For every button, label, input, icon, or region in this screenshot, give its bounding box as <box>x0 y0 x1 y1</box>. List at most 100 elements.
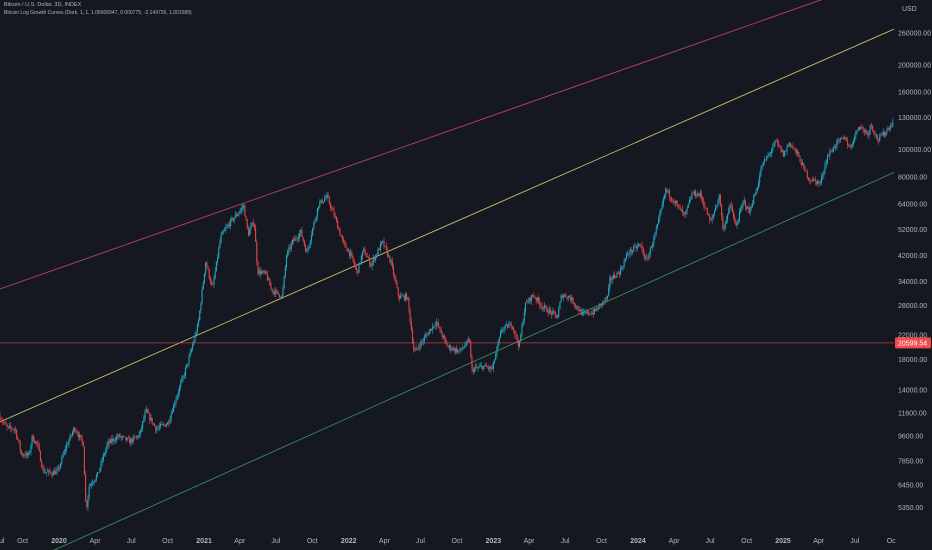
candle <box>451 347 453 352</box>
candle-body <box>647 258 649 260</box>
candle <box>675 199 677 206</box>
candle-body <box>867 132 869 136</box>
candle <box>260 269 263 275</box>
candle-body <box>139 429 141 435</box>
symbol-title[interactable]: Bitcoin / U.S. Dollar, 3D, INDEX <box>4 2 82 8</box>
candle <box>339 227 341 236</box>
candle-body <box>48 470 50 472</box>
candle <box>823 169 825 180</box>
candle-body <box>536 297 538 301</box>
candle <box>303 239 305 247</box>
candle <box>85 471 87 502</box>
middle-growth-curve <box>0 28 895 423</box>
candle-body <box>740 208 742 212</box>
candle-body <box>476 367 478 368</box>
candle-body <box>129 438 131 444</box>
candle <box>727 213 729 224</box>
candle <box>791 145 793 148</box>
candle-body <box>751 204 754 207</box>
candle <box>89 483 91 487</box>
candle-body <box>851 144 853 146</box>
candle-body <box>723 228 725 229</box>
candle-body <box>713 211 716 215</box>
candle-body <box>685 210 687 215</box>
candle-body <box>628 254 630 255</box>
candle <box>340 234 342 237</box>
candle <box>272 290 274 296</box>
candle-body <box>49 470 51 473</box>
candle-body <box>654 233 656 237</box>
candle <box>367 256 370 261</box>
candle <box>585 308 587 315</box>
candle-body <box>238 212 240 215</box>
candle <box>442 334 444 340</box>
candle <box>698 193 700 198</box>
candle-body <box>75 430 77 433</box>
candle <box>371 260 373 271</box>
candle-body <box>110 439 112 444</box>
candle-body <box>299 233 301 238</box>
candle <box>717 198 719 207</box>
candle-body <box>656 224 658 229</box>
candle-body <box>324 198 326 202</box>
candle-body <box>696 196 698 197</box>
candle-body <box>320 199 322 203</box>
candle <box>694 188 697 199</box>
candle-body <box>262 271 264 273</box>
candle-body <box>47 471 49 473</box>
candle <box>595 308 597 312</box>
candle-body <box>372 258 374 263</box>
candle-body <box>96 472 99 476</box>
indicator-title[interactable]: Bitcoin Log Growth Curves (Dark, 1, 1, 1… <box>4 10 192 16</box>
current-price-label: 20599.54 <box>898 340 927 347</box>
candle <box>470 339 472 359</box>
candle <box>711 213 713 225</box>
candle-body <box>404 294 406 300</box>
candle <box>702 195 704 205</box>
candle-body <box>715 207 717 212</box>
candle <box>304 243 307 254</box>
candle-body <box>608 287 610 296</box>
candle <box>455 344 458 355</box>
candle-body <box>71 431 74 436</box>
candle-body <box>70 435 72 436</box>
candle <box>188 353 190 368</box>
candle-body <box>98 472 100 473</box>
candle <box>10 421 12 432</box>
candle <box>284 264 286 279</box>
candle <box>722 212 724 231</box>
candle-body <box>362 250 364 257</box>
candle <box>580 308 582 316</box>
candle-body <box>167 422 169 425</box>
candle <box>33 437 36 444</box>
candle-body <box>27 453 30 456</box>
candle <box>872 125 874 133</box>
candle-body <box>441 333 443 337</box>
candle-body <box>735 222 737 226</box>
candle-body <box>159 424 162 427</box>
candle <box>647 255 649 262</box>
candle-body <box>50 472 52 475</box>
candle <box>540 302 542 310</box>
candle-body <box>201 289 203 304</box>
candle-body <box>181 378 183 383</box>
candle <box>187 363 189 367</box>
candle-body <box>243 205 245 208</box>
candle <box>75 427 77 434</box>
candle <box>87 494 89 512</box>
candle <box>716 205 718 209</box>
candle-body <box>461 348 464 350</box>
candle <box>822 172 824 181</box>
candle <box>300 229 302 237</box>
candle-body <box>111 439 113 442</box>
candle <box>683 211 685 216</box>
candle-body <box>673 201 675 203</box>
candle-body <box>552 311 554 315</box>
candle-body <box>533 295 535 297</box>
candle-body <box>542 307 544 309</box>
candle <box>604 296 606 305</box>
candle <box>751 200 754 208</box>
candle-body <box>489 366 491 369</box>
candle-body <box>416 347 418 349</box>
